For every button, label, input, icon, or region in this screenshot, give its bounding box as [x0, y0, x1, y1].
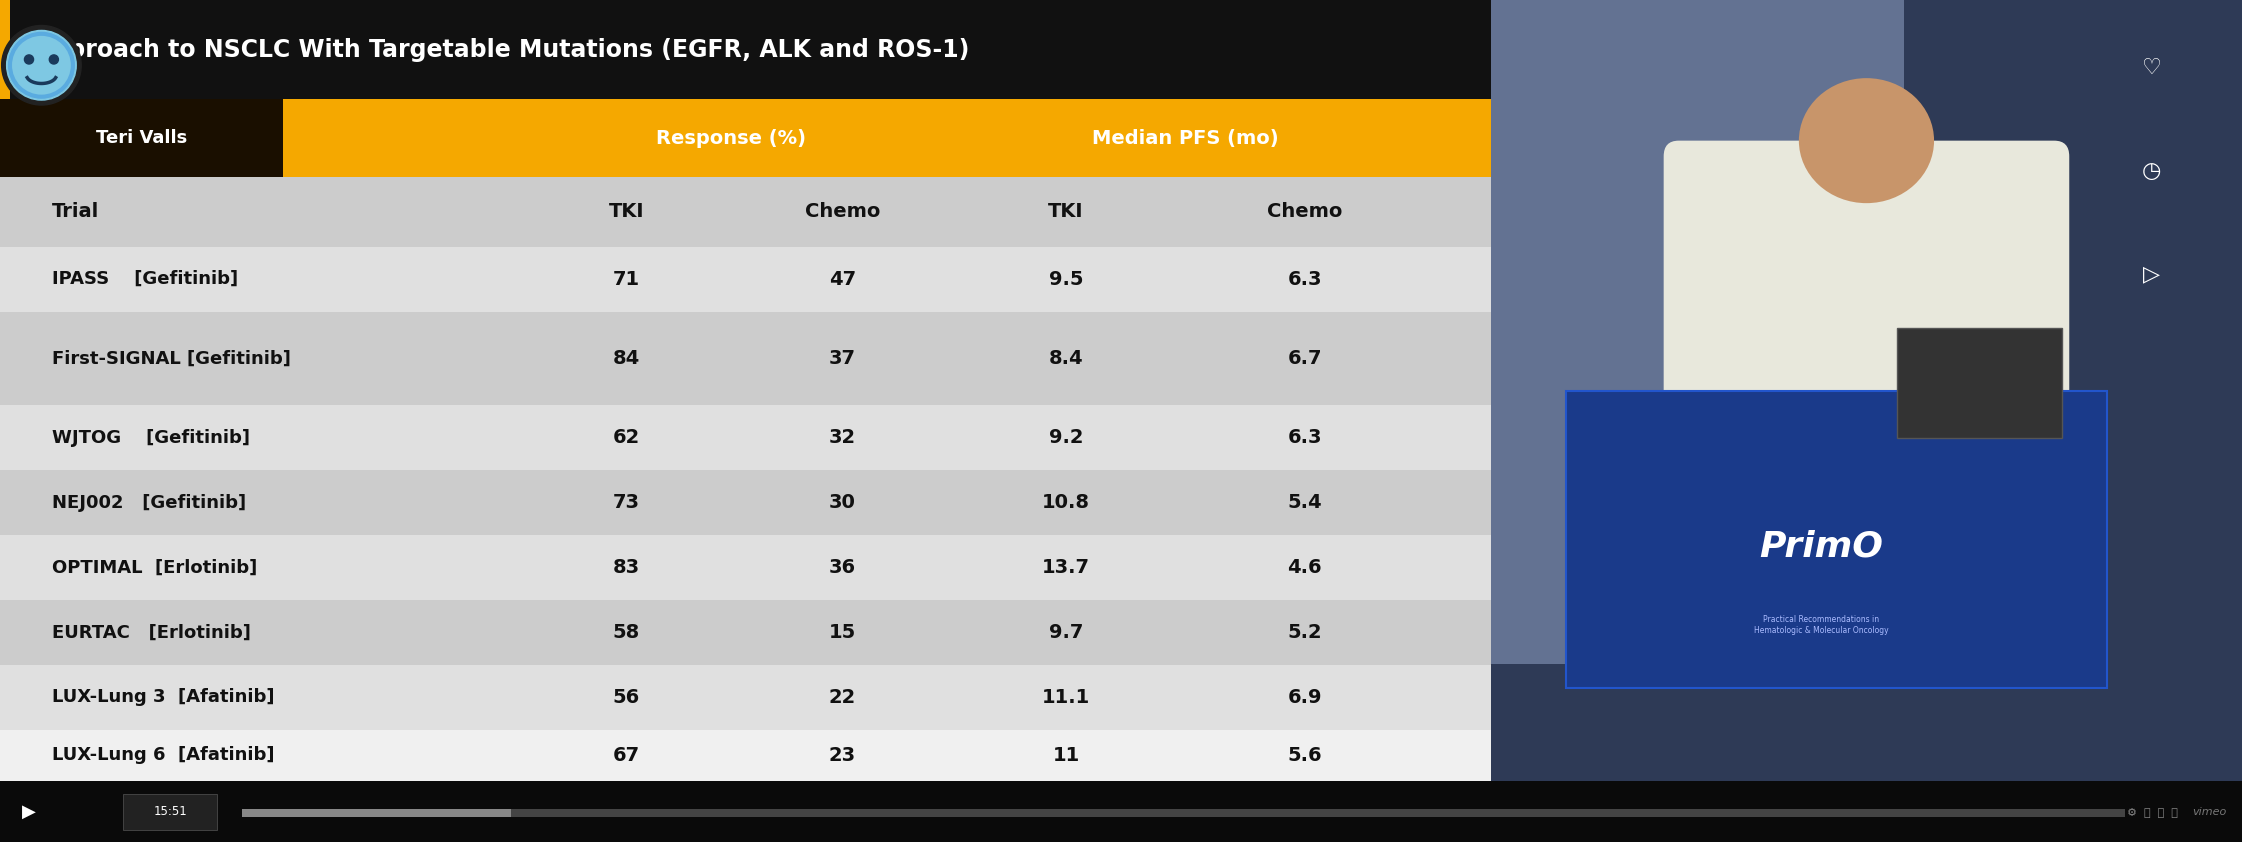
Circle shape [49, 55, 58, 64]
FancyBboxPatch shape [1897, 328, 2063, 438]
FancyBboxPatch shape [0, 406, 1491, 471]
Text: 10.8: 10.8 [1043, 493, 1090, 512]
Text: First-SIGNAL [Gefitinib]: First-SIGNAL [Gefitinib] [52, 349, 291, 367]
FancyBboxPatch shape [0, 781, 2242, 842]
Text: 22: 22 [830, 688, 856, 706]
Text: WJTOG    [Gefitinib]: WJTOG [Gefitinib] [52, 429, 251, 447]
Text: 9.7: 9.7 [1049, 623, 1083, 642]
Text: 4.6: 4.6 [1287, 558, 1323, 577]
Text: 15: 15 [830, 623, 856, 642]
Text: 73: 73 [612, 493, 639, 512]
Circle shape [2, 25, 81, 105]
Text: 6.3: 6.3 [1287, 429, 1323, 447]
FancyBboxPatch shape [1491, 0, 2242, 781]
Text: 30: 30 [830, 493, 856, 512]
Text: Teri Valls: Teri Valls [96, 129, 188, 147]
FancyBboxPatch shape [0, 247, 1491, 312]
Text: 15:51: 15:51 [152, 805, 188, 818]
Text: Practical Recommendations in
Hematologic & Molecular Oncology: Practical Recommendations in Hematologic… [1753, 616, 1888, 635]
Text: LUX-Lung 3  [Afatinib]: LUX-Lung 3 [Afatinib] [52, 688, 276, 706]
Text: 84: 84 [612, 349, 639, 368]
Text: Chemo: Chemo [805, 202, 881, 221]
Text: ◷: ◷ [2141, 161, 2161, 181]
Text: Response (%): Response (%) [655, 129, 805, 147]
Text: EURTAC   [Erlotinib]: EURTAC [Erlotinib] [52, 623, 251, 642]
FancyBboxPatch shape [242, 809, 2125, 817]
FancyBboxPatch shape [0, 312, 1491, 406]
Text: 5.6: 5.6 [1287, 746, 1323, 765]
Text: 11: 11 [1051, 746, 1081, 765]
FancyBboxPatch shape [1491, 0, 2242, 781]
FancyBboxPatch shape [123, 793, 217, 830]
FancyBboxPatch shape [0, 600, 1491, 664]
Text: ⚙  ⬛  ⬛  ⬛: ⚙ ⬛ ⬛ ⬛ [2128, 807, 2177, 817]
FancyBboxPatch shape [0, 536, 1491, 600]
FancyBboxPatch shape [0, 99, 1491, 177]
FancyBboxPatch shape [0, 729, 1491, 781]
Text: 32: 32 [830, 429, 856, 447]
Text: OPTIMAL  [Erlotinib]: OPTIMAL [Erlotinib] [52, 558, 258, 577]
Text: Median PFS (mo): Median PFS (mo) [1092, 129, 1278, 147]
Text: 83: 83 [612, 558, 639, 577]
Text: PrimO: PrimO [1760, 530, 1883, 564]
FancyBboxPatch shape [0, 99, 282, 177]
Text: 6.7: 6.7 [1287, 349, 1323, 368]
Text: 71: 71 [612, 269, 639, 289]
Text: 9.2: 9.2 [1049, 429, 1083, 447]
FancyBboxPatch shape [0, 0, 1491, 99]
Text: 56: 56 [612, 688, 639, 706]
Text: ▷: ▷ [2143, 264, 2161, 284]
Text: ▶: ▶ [22, 802, 36, 821]
Text: 5.2: 5.2 [1287, 623, 1323, 642]
Text: 36: 36 [830, 558, 856, 577]
Text: 8.4: 8.4 [1049, 349, 1083, 368]
FancyBboxPatch shape [1491, 0, 1903, 664]
Text: IPASS    [Gefitinib]: IPASS [Gefitinib] [52, 270, 238, 288]
Circle shape [7, 30, 76, 100]
Text: TKI: TKI [608, 202, 643, 221]
FancyBboxPatch shape [1664, 141, 2069, 524]
Text: 5.4: 5.4 [1287, 493, 1323, 512]
Text: 47: 47 [830, 269, 856, 289]
Ellipse shape [1798, 78, 1935, 203]
Text: 58: 58 [612, 623, 639, 642]
Circle shape [25, 55, 34, 64]
FancyBboxPatch shape [0, 664, 1491, 729]
Text: 37: 37 [830, 349, 856, 368]
Text: first-line EGFR TKI vs. chemotherapy: first-line EGFR TKI vs. chemotherapy [179, 104, 408, 116]
Text: ♡: ♡ [2141, 58, 2161, 77]
Text: TKI: TKI [1049, 202, 1083, 221]
Text: 23: 23 [830, 746, 856, 765]
Text: 6.3: 6.3 [1287, 269, 1323, 289]
FancyBboxPatch shape [0, 0, 11, 99]
Text: Chemo: Chemo [1267, 202, 1343, 221]
Text: Trial: Trial [52, 202, 99, 221]
Text: 62: 62 [612, 429, 639, 447]
Text: 11.1: 11.1 [1043, 688, 1090, 706]
FancyBboxPatch shape [0, 471, 1491, 536]
Text: 6.9: 6.9 [1287, 688, 1323, 706]
Text: NEJ002   [Gefitinib]: NEJ002 [Gefitinib] [52, 493, 247, 512]
Text: 9.5: 9.5 [1049, 269, 1083, 289]
FancyBboxPatch shape [1565, 391, 2107, 688]
Text: Approach to NSCLC With Targetable Mutations (EGFR, ALK and ROS-1): Approach to NSCLC With Targetable Mutati… [34, 38, 969, 61]
Text: 67: 67 [612, 746, 639, 765]
Text: 13.7: 13.7 [1043, 558, 1090, 577]
Text: vimeo: vimeo [2193, 807, 2226, 817]
FancyBboxPatch shape [242, 809, 511, 817]
FancyBboxPatch shape [0, 177, 1491, 247]
Text: LUX-Lung 6  [Afatinib]: LUX-Lung 6 [Afatinib] [52, 747, 276, 765]
